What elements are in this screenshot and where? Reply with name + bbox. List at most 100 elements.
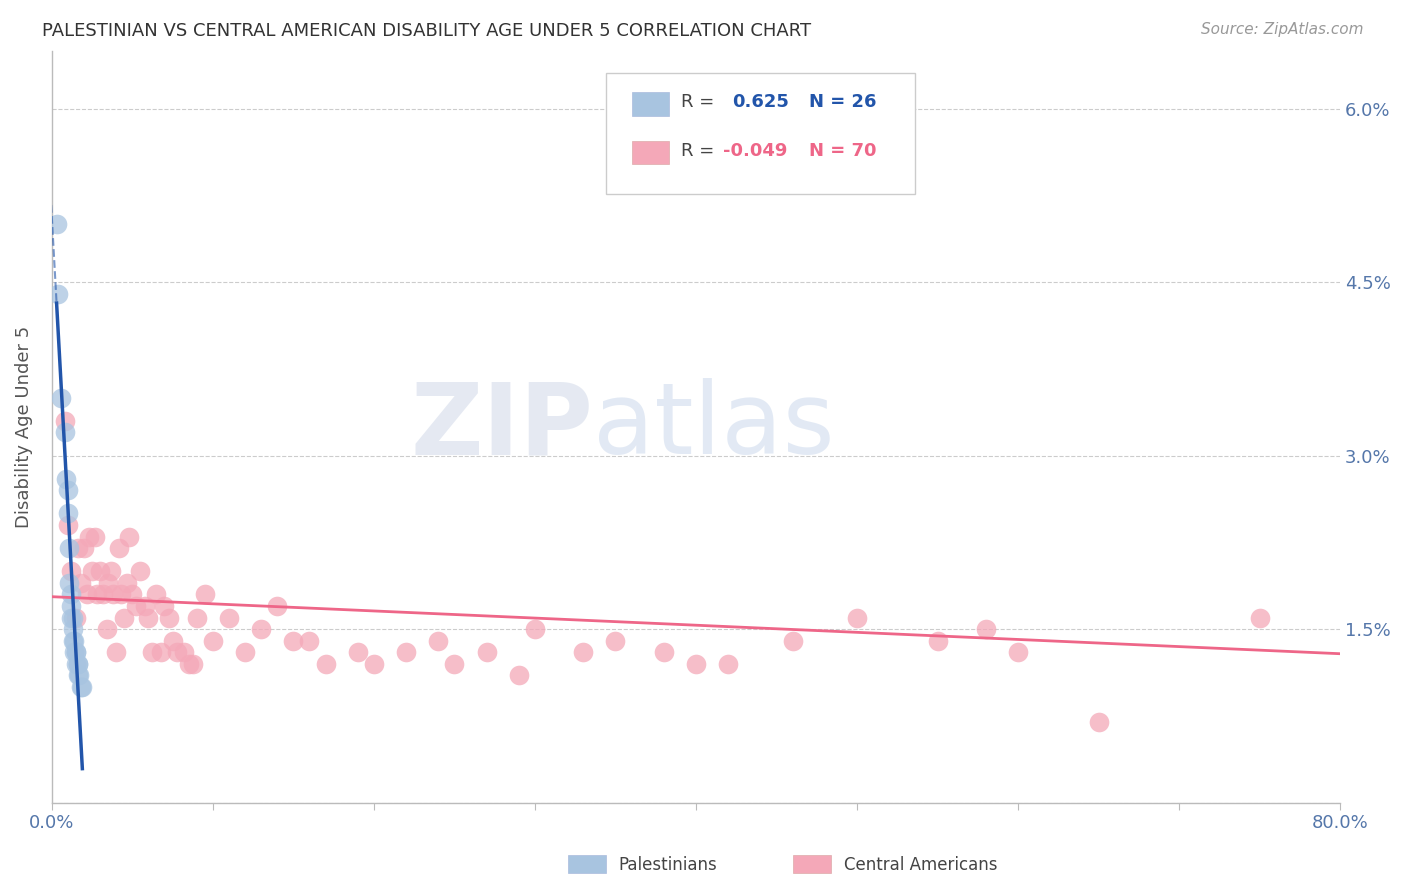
Point [65,657,87,671]
Point [145,587,167,601]
Point [67,668,90,682]
FancyBboxPatch shape [631,141,669,164]
Point [315,657,337,671]
Point [62,633,84,648]
Point [76,587,98,601]
Point [97,575,120,590]
Point [1007,645,1029,659]
Point [108,541,131,555]
Point [101,587,124,601]
Point [63,645,86,659]
Point [105,645,128,659]
Point [1249,610,1271,624]
Text: N = 70: N = 70 [810,142,877,160]
Point [177,657,200,671]
Point [77,529,100,543]
Point [121,587,143,601]
Point [141,645,163,659]
Point [69,680,91,694]
Point [112,610,135,624]
Point [218,610,240,624]
Point [53,425,76,440]
Point [66,657,89,671]
Point [395,645,418,659]
Point [118,529,141,543]
Point [134,599,156,613]
Point [89,564,111,578]
Point [186,610,208,624]
Point [53,414,76,428]
Point [129,564,152,578]
Point [62,622,84,636]
Point [298,633,321,648]
Point [91,587,114,601]
Point [427,633,450,648]
Point [749,136,772,151]
Text: atlas: atlas [593,378,835,475]
Point [66,541,89,555]
Point [51,391,73,405]
Point [124,599,146,613]
Text: Palestinians: Palestinians [619,856,717,874]
Text: ZIP: ZIP [411,378,593,475]
Point [86,587,108,601]
Point [194,587,217,601]
Point [782,633,804,648]
Point [173,645,195,659]
Point [60,599,83,613]
Point [717,657,740,671]
Point [56,483,79,498]
Point [443,657,465,671]
Point [138,610,160,624]
Y-axis label: Disability Age Under 5: Disability Age Under 5 [15,326,32,528]
Point [60,587,83,601]
Point [73,541,96,555]
Point [66,657,89,671]
Point [846,610,869,624]
Point [508,668,530,682]
Text: R =: R = [681,142,714,160]
Text: 0.625: 0.625 [733,94,789,112]
Point [572,645,595,659]
Point [233,645,256,659]
FancyBboxPatch shape [606,73,915,194]
Point [80,564,103,578]
Point [84,529,107,543]
Point [65,645,87,659]
Text: N = 26: N = 26 [810,94,877,112]
Point [346,645,368,659]
Point [46,286,69,301]
Point [100,564,122,578]
Point [162,633,184,648]
Point [250,622,273,636]
Point [652,645,675,659]
Point [605,633,627,648]
Point [56,507,79,521]
Point [363,657,385,671]
Text: Source: ZipAtlas.com: Source: ZipAtlas.com [1201,22,1364,37]
Point [117,575,139,590]
FancyBboxPatch shape [631,92,669,116]
Point [201,633,224,648]
Point [66,668,89,682]
Point [150,645,173,659]
Point [523,622,546,636]
Text: -0.049: -0.049 [723,142,787,160]
Point [475,645,498,659]
Point [65,645,87,659]
Point [62,610,84,624]
Point [96,622,118,636]
Text: PALESTINIAN VS CENTRAL AMERICAN DISABILITY AGE UNDER 5 CORRELATION CHART: PALESTINIAN VS CENTRAL AMERICAN DISABILI… [42,22,811,40]
Point [110,587,132,601]
Point [974,622,997,636]
Text: Central Americans: Central Americans [844,856,997,874]
Point [55,472,77,486]
Point [58,575,80,590]
Point [60,610,83,624]
Point [63,633,86,648]
Point [72,680,94,694]
Point [153,599,176,613]
Point [69,575,91,590]
Point [927,633,949,648]
Text: R =: R = [681,94,714,112]
